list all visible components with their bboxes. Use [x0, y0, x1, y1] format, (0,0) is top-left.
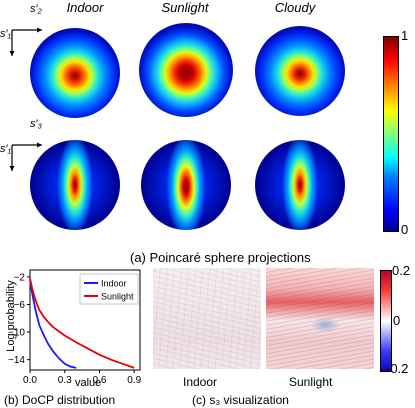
- docp-series-line-sunlight: [29, 278, 135, 369]
- s3-colorbar-tick-min: -0.2: [386, 361, 409, 376]
- axis-label-s1: s′₁: [0, 28, 12, 40]
- docp-xtick-label: 0.9: [127, 375, 141, 386]
- poincare-colorbar: [383, 36, 399, 232]
- poincare-disk-sunlight-s1s2: [139, 23, 233, 117]
- axis-label-s3: s′₃: [30, 118, 42, 130]
- s3-image-sunlight: [266, 268, 374, 369]
- docp-ytick-label: −14: [8, 355, 25, 366]
- axis-indicator-row2: [9, 142, 42, 171]
- docp-xlabel: value: [75, 377, 102, 389]
- axis-indicator-row1: [9, 27, 42, 56]
- column-title-indoor: Indoor: [66, 0, 104, 15]
- docp-caption: (b) DoCP distribution: [4, 393, 116, 407]
- s3-colorbar-tick-zero: 0: [393, 313, 401, 328]
- docp-chart: 0.0 0.3 0.6 0.9 −2 −6 −10 −14 Indoor Sunlight: [8, 269, 142, 386]
- colorbar-tick-min: 0: [401, 222, 409, 237]
- docp-legend-label-indoor: Indoor: [101, 279, 127, 289]
- poincare-disk-sunlight-s1s3: [141, 140, 231, 230]
- docp-ytick-label: −2: [14, 272, 26, 283]
- s3-image-indoor: [153, 268, 261, 369]
- docp-xtick-label: 0.3: [58, 375, 72, 386]
- colorbar-tick-max: 1: [401, 28, 409, 43]
- poincare-disk-indoor-s1s2: [30, 28, 120, 118]
- poincare-disk-cloudy-s1s3: [255, 140, 345, 230]
- column-title-cloudy: Cloudy: [274, 0, 316, 15]
- s3-label-sunlight: Sunlight: [289, 375, 333, 389]
- docp-ytick-label: −6: [14, 300, 26, 311]
- docp-legend-label-sunlight: Sunlight: [101, 292, 134, 302]
- docp-legend-box: [79, 273, 139, 305]
- docp-xtick-label: 0.0: [23, 375, 37, 386]
- docp-ytick-label: −10: [8, 328, 25, 339]
- s3-colorbar: [380, 270, 392, 372]
- docp-xtick-label: 0.6: [93, 375, 107, 386]
- column-title-sunlight: Sunlight: [161, 0, 209, 15]
- docp-plot-frame: [29, 269, 141, 371]
- docp-series-line-indoor: [29, 280, 77, 369]
- poincare-disk-indoor-s1s3: [30, 140, 120, 230]
- s3-label-indoor: Indoor: [183, 375, 218, 389]
- poincare-disk-cloudy-s1s2: [255, 26, 345, 116]
- poincare-caption: (a) Poincaré sphere projections: [130, 250, 311, 265]
- axis-label-s2: s′₂: [30, 3, 42, 15]
- s3-colorbar-tick-max: 0.2: [392, 263, 411, 278]
- axis-label-s1-row2: s′₁: [0, 143, 12, 155]
- s3-caption: (c) s₃ visualization: [192, 393, 289, 407]
